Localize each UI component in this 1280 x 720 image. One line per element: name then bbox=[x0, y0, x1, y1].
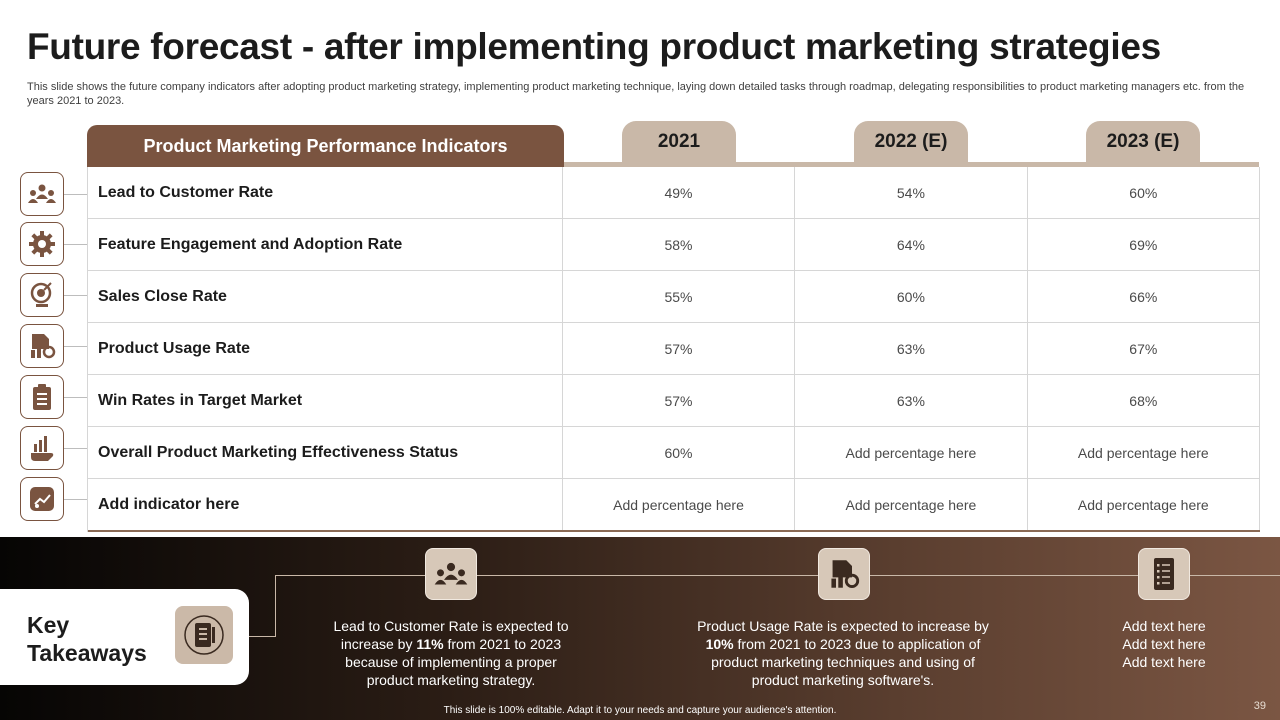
value-2022: Add percentage here bbox=[795, 427, 1028, 478]
hand-chart-icon bbox=[20, 426, 64, 470]
value-2023: 66% bbox=[1028, 271, 1261, 322]
table-row: Add indicator here Add percentage here A… bbox=[88, 479, 1261, 532]
table-row: Win Rates in Target Market 57% 63% 68% bbox=[88, 375, 1261, 427]
key-takeaways-heading: Key Takeaways bbox=[27, 611, 147, 667]
slide-title: Future forecast - after implementing pro… bbox=[27, 26, 1161, 67]
heading-line: Takeaways bbox=[27, 640, 147, 666]
table-row: Sales Close Rate 55% 60% 66% bbox=[88, 271, 1261, 323]
takeaway-text-2: Product Usage Rate is expected to increa… bbox=[693, 617, 993, 689]
value-2023: 68% bbox=[1028, 375, 1261, 426]
indicator-label: Overall Product Marketing Effectiveness … bbox=[88, 427, 563, 478]
year-header-2022: 2022 (E) bbox=[854, 121, 968, 162]
header-underline bbox=[564, 162, 1259, 167]
takeaway-text-3: Add text here Add text here Add text her… bbox=[1084, 617, 1244, 671]
value-2021: 60% bbox=[563, 427, 796, 478]
heading-line: Key bbox=[27, 612, 70, 638]
connector-line bbox=[249, 636, 275, 637]
value-2023: 69% bbox=[1028, 219, 1261, 270]
table-row: Overall Product Marketing Effectiveness … bbox=[88, 427, 1261, 479]
value-2022: 63% bbox=[795, 375, 1028, 426]
value-2022: Add percentage here bbox=[795, 479, 1028, 530]
value-2021: 57% bbox=[563, 323, 796, 374]
value-2022: 54% bbox=[795, 167, 1028, 218]
globe-target-icon bbox=[20, 273, 64, 317]
icon-connector bbox=[64, 499, 87, 500]
footer-note: This slide is 100% editable. Adapt it to… bbox=[443, 705, 837, 716]
year-header-2021: 2021 bbox=[622, 121, 736, 162]
document-chart-icon bbox=[818, 548, 870, 600]
indicators-table: Lead to Customer Rate 49% 54% 60% Featur… bbox=[87, 167, 1261, 532]
connector-line bbox=[275, 575, 1280, 576]
value-2021: 55% bbox=[563, 271, 796, 322]
clipboard-list-icon bbox=[20, 375, 64, 419]
value-2023: 60% bbox=[1028, 167, 1261, 218]
value-2023: Add percentage here bbox=[1028, 427, 1261, 478]
takeaway-line: Add text here bbox=[1122, 636, 1206, 652]
value-2021: 58% bbox=[563, 219, 796, 270]
icon-connector bbox=[64, 194, 87, 195]
icon-connector bbox=[64, 397, 87, 398]
value-2021: 57% bbox=[563, 375, 796, 426]
takeaway-line: Add text here bbox=[1122, 654, 1206, 670]
indicator-label: Sales Close Rate bbox=[88, 271, 563, 322]
takeaway-text: from 2021 to 2023 due to application of … bbox=[711, 636, 981, 688]
icon-connector bbox=[64, 346, 87, 347]
table-row: Feature Engagement and Adoption Rate 58%… bbox=[88, 219, 1261, 271]
takeaway-text: from 2021 to 2023 because of implementin… bbox=[345, 636, 562, 688]
value-2022: 64% bbox=[795, 219, 1028, 270]
presentation-board-icon bbox=[20, 477, 64, 521]
indicator-label: Product Usage Rate bbox=[88, 323, 563, 374]
indicator-label: Add indicator here bbox=[88, 479, 563, 530]
document-chart-icon bbox=[20, 324, 64, 368]
value-2022: 63% bbox=[795, 323, 1028, 374]
value-2023: 67% bbox=[1028, 323, 1261, 374]
connector-line bbox=[275, 575, 276, 637]
value-2022: 60% bbox=[795, 271, 1028, 322]
indicator-label: Feature Engagement and Adoption Rate bbox=[88, 219, 563, 270]
year-header-2023: 2023 (E) bbox=[1086, 121, 1200, 162]
slide-subtitle: This slide shows the future company indi… bbox=[27, 81, 1245, 107]
icon-connector bbox=[64, 448, 87, 449]
table-row: Product Usage Rate 57% 63% 67% bbox=[88, 323, 1261, 375]
takeaway-text: Product Usage Rate is expected to increa… bbox=[697, 618, 989, 634]
takeaway-highlight: 11% bbox=[416, 636, 444, 652]
value-2023: Add percentage here bbox=[1028, 479, 1261, 530]
page-number: 39 bbox=[1253, 700, 1266, 712]
table-header-indicators: Product Marketing Performance Indicators bbox=[87, 125, 564, 167]
gear-badge-icon bbox=[20, 222, 64, 266]
table-row: Lead to Customer Rate 49% 54% 60% bbox=[88, 167, 1261, 219]
value-2021: Add percentage here bbox=[563, 479, 796, 530]
indicator-label: Win Rates in Target Market bbox=[88, 375, 563, 426]
checklist-icon bbox=[1138, 548, 1190, 600]
takeaway-line: Add text here bbox=[1122, 618, 1206, 634]
value-2021: 49% bbox=[563, 167, 796, 218]
takeaway-text-1: Lead to Customer Rate is expected to inc… bbox=[320, 617, 582, 689]
takeaway-text: Lead to Customer Rate is expected to inc… bbox=[333, 618, 569, 652]
notes-icon bbox=[175, 606, 233, 664]
people-network-icon bbox=[425, 548, 477, 600]
people-network-icon bbox=[20, 172, 64, 216]
icon-connector bbox=[64, 244, 87, 245]
indicator-label: Lead to Customer Rate bbox=[88, 167, 563, 218]
takeaway-highlight: 10% bbox=[705, 636, 734, 652]
icon-connector bbox=[64, 295, 87, 296]
